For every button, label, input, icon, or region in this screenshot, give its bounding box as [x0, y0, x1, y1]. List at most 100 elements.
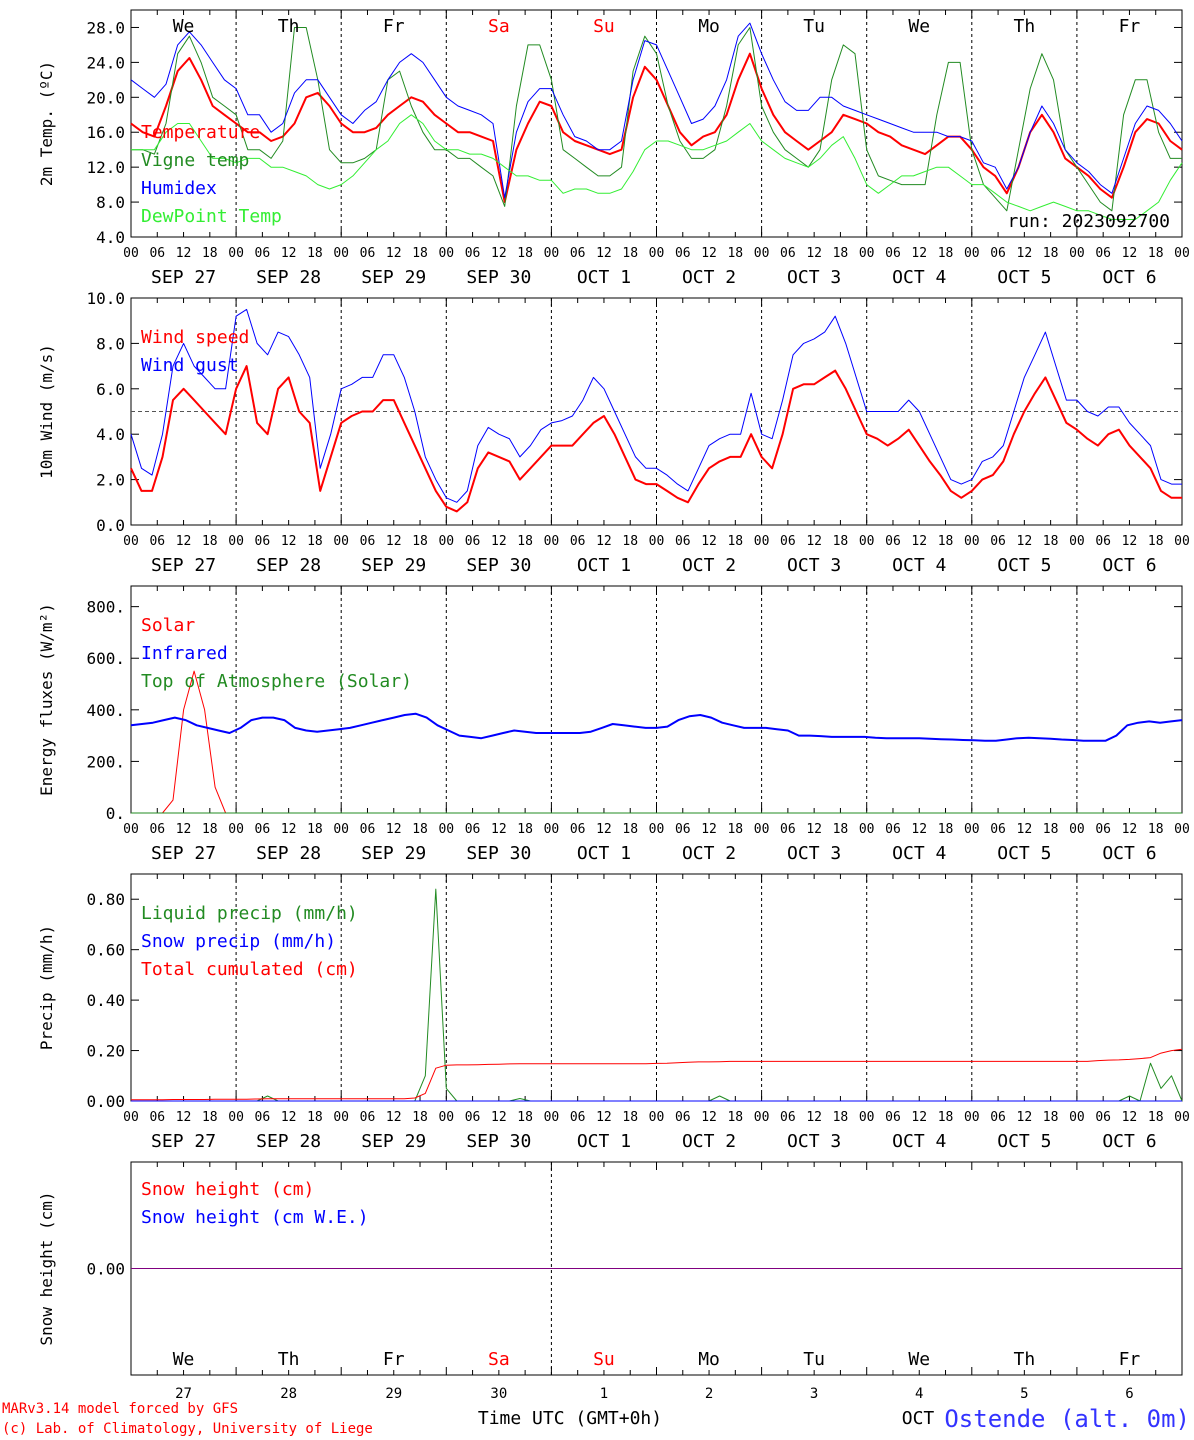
snow-y-tick-label: 0.00 [86, 1260, 125, 1279]
temp-y-tick-label: 20.0 [86, 88, 125, 107]
energy-x-tick-label: 00 [228, 822, 244, 837]
day-of-week-label: We [908, 16, 930, 37]
precip-x-tick-label: 12 [386, 1110, 402, 1125]
energy-x-tick-label: 18 [938, 822, 954, 837]
temp-date-label: SEP 29 [361, 267, 426, 288]
temp-x-tick-label: 00 [228, 246, 244, 261]
energy-x-tick-label: 18 [622, 822, 638, 837]
temp-series-line [131, 114, 1183, 220]
wind-series-line [130, 308, 1182, 503]
wind-x-tick-label: 12 [386, 534, 402, 549]
temp-x-tick-label: 06 [1095, 246, 1111, 261]
energy-date-label: SEP 28 [256, 843, 321, 864]
energy-x-tick-label: 00 [649, 822, 665, 837]
temp-x-tick-label: 12 [701, 246, 717, 261]
wind-x-tick-label: 06 [255, 534, 271, 549]
precip-x-tick-label: 18 [1148, 1110, 1164, 1125]
energy-x-tick-label: 12 [701, 822, 717, 837]
wind-x-tick-label: 06 [675, 534, 691, 549]
temp-x-tick-label: 06 [570, 246, 586, 261]
snow-day-of-week-label: Su [593, 1349, 615, 1370]
wind-x-tick-label: 00 [754, 534, 770, 549]
energy-x-tick-label: 00 [438, 822, 454, 837]
temp-legend-entry: Humidex [141, 178, 217, 199]
wind-date-label: OCT 2 [682, 555, 736, 576]
temp-series-line [130, 52, 1183, 204]
precip-x-tick-label: 06 [465, 1110, 481, 1125]
temp-x-tick-label: 18 [1148, 246, 1164, 261]
day-number-label: 27 [175, 1386, 192, 1402]
snow-day-of-week-label: We [908, 1349, 930, 1370]
energy-date-label: SEP 29 [361, 843, 426, 864]
wind-date-label: OCT 6 [1102, 555, 1156, 576]
snow-day-of-week-label: Fr [1119, 1349, 1141, 1370]
precip-x-tick-label: 00 [228, 1110, 244, 1125]
snow-day-of-week-label: Tu [803, 1349, 825, 1370]
precip-x-tick-label: 06 [149, 1110, 165, 1125]
temp-date-label: OCT 6 [1102, 267, 1156, 288]
precip-legend-entry: Liquid precip (mm/h) [141, 903, 358, 924]
day-of-week-label: Sa [488, 16, 510, 37]
temp-date-label: OCT 5 [997, 267, 1051, 288]
precip-x-tick-label: 12 [281, 1110, 297, 1125]
wind-x-tick-label: 12 [1122, 534, 1138, 549]
energy-y-tick-label: 600. [86, 649, 125, 668]
energy-x-tick-label: 06 [885, 822, 901, 837]
energy-series-line [130, 712, 1183, 742]
precip-x-tick-label: 18 [202, 1110, 218, 1125]
precip-x-tick-label: 00 [649, 1110, 665, 1125]
day-of-week-label: We [173, 16, 195, 37]
wind-panel: 00 06 12 18 00 06 12 18 00 06 12 18 00 06 12 18 00 06 12 18… [37, 289, 1190, 576]
snow-day-of-week-label: Mo [698, 1349, 720, 1370]
temp-x-tick-label: 06 [990, 246, 1006, 261]
wind-date-label: OCT 4 [892, 555, 946, 576]
snow-day-of-week-label: Th [278, 1349, 300, 1370]
energy-date-label: OCT 1 [577, 843, 631, 864]
precip-x-tick-label: 00 [123, 1110, 139, 1125]
wind-y-tick-label: 6.0 [96, 380, 125, 399]
precip-x-tick-label: 00 [964, 1110, 980, 1125]
snow-legend-entry: Snow height (cm) [141, 1179, 314, 1200]
energy-x-tick-label: 00 [333, 822, 349, 837]
precip-x-tick-label: 06 [570, 1110, 586, 1125]
wind-x-tick-label: 18 [202, 534, 218, 549]
energy-x-tick-label: 18 [1148, 822, 1164, 837]
wind-x-tick-label: 12 [176, 534, 192, 549]
precip-y-tick-label: 0.00 [86, 1092, 125, 1111]
energy-date-label: SEP 30 [466, 843, 531, 864]
day-number-label: 3 [810, 1386, 818, 1402]
wind-x-tick-label: 06 [465, 534, 481, 549]
energy-x-tick-label: 00 [544, 822, 560, 837]
wind-y-tick-label: 10.0 [86, 289, 125, 308]
wind-series-line [130, 365, 1182, 513]
temp-date-label: OCT 2 [682, 267, 736, 288]
precip-legend-entry: Total cumulated (cm) [141, 959, 358, 980]
precip-date-label: OCT 4 [892, 1131, 946, 1152]
precip-date-label: OCT 3 [787, 1131, 841, 1152]
temp-legend-entry: DewPoint Temp [141, 206, 282, 227]
temp-x-tick-label: 12 [281, 246, 297, 261]
precip-date-label: OCT 5 [997, 1131, 1051, 1152]
wind-legend-entry: Wind speed [141, 327, 249, 348]
wind-date-label: SEP 28 [256, 555, 321, 576]
temp-y-axis-label: 2m Temp. (ºC) [37, 61, 56, 186]
temp-x-tick-label: 18 [622, 246, 638, 261]
day-number-label: 1 [600, 1386, 608, 1402]
wind-y-tick-label: 4.0 [96, 425, 125, 444]
wind-date-label: OCT 3 [787, 555, 841, 576]
wind-x-tick-label: 18 [727, 534, 743, 549]
precip-series-line [131, 1048, 1183, 1101]
temp-x-tick-label: 18 [412, 246, 428, 261]
precip-x-tick-label: 18 [938, 1110, 954, 1125]
precip-y-tick-label: 0.20 [86, 1042, 125, 1061]
wind-x-tick-label: 12 [1017, 534, 1033, 549]
precip-x-tick-label: 12 [911, 1110, 927, 1125]
precip-x-tick-label: 06 [885, 1110, 901, 1125]
wind-x-tick-label: 18 [1043, 534, 1059, 549]
wind-x-tick-label: 06 [885, 534, 901, 549]
precip-x-tick-label: 18 [307, 1110, 323, 1125]
day-number-label: 4 [915, 1386, 923, 1402]
energy-x-tick-label: 18 [517, 822, 533, 837]
temp-x-tick-label: 12 [596, 246, 612, 261]
temp-y-tick-label: 28.0 [86, 18, 125, 37]
